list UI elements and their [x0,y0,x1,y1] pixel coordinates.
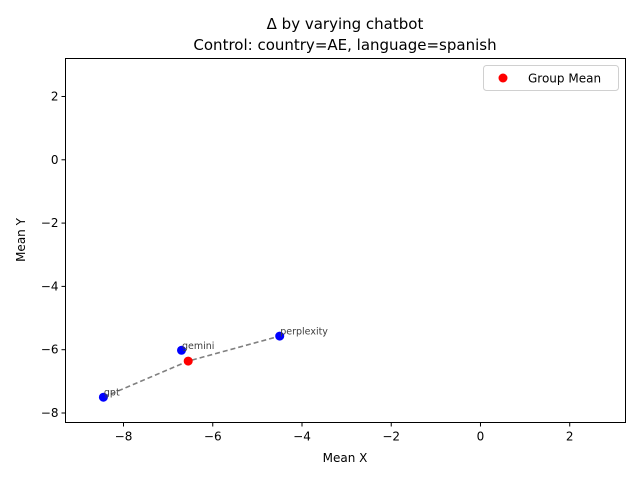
x-tick-label: −6 [204,430,222,444]
y-axis-label: Mean Y [14,217,28,262]
legend: Group Mean [483,65,619,91]
data-point-perplexity [275,331,285,341]
y-tick-label: 2 [51,89,59,103]
point-label-perplexity: perplexity [280,327,328,338]
legend-marker-group-mean [498,73,508,83]
x-tick-label: −8 [115,430,133,444]
plot-area: gpt gemini perplexity [98,327,328,402]
x-tick-label: −2 [382,430,400,444]
point-label-gemini: gemini [182,341,214,352]
legend-box [483,65,619,91]
point-label-gpt: gpt [104,388,120,399]
data-point-group-mean [183,356,193,366]
y-tick-label: 0 [51,153,59,167]
x-axis-label: Mean X [323,451,368,465]
y-axis-ticks: −8 −6 −4 −2 0 2 [41,89,66,420]
x-tick-label: −4 [293,430,311,444]
y-tick-label: −8 [41,406,59,420]
data-point-gpt [98,392,108,402]
x-tick-label: 2 [566,430,574,444]
x-tick-label: 0 [477,430,485,444]
x-axis-ticks: −8 −6 −4 −2 0 2 [115,422,574,444]
chart-title: Δ by varying chatbot [267,15,424,33]
data-point-gemini [177,345,186,355]
y-tick-label: −2 [41,216,59,230]
axes-frame [65,58,626,423]
y-tick-label: −6 [41,343,59,357]
y-tick-label: −4 [41,279,59,293]
legend-label-group-mean: Group Mean [528,72,601,86]
chart-subtitle: Control: country=AE, language=spanish [193,36,496,54]
